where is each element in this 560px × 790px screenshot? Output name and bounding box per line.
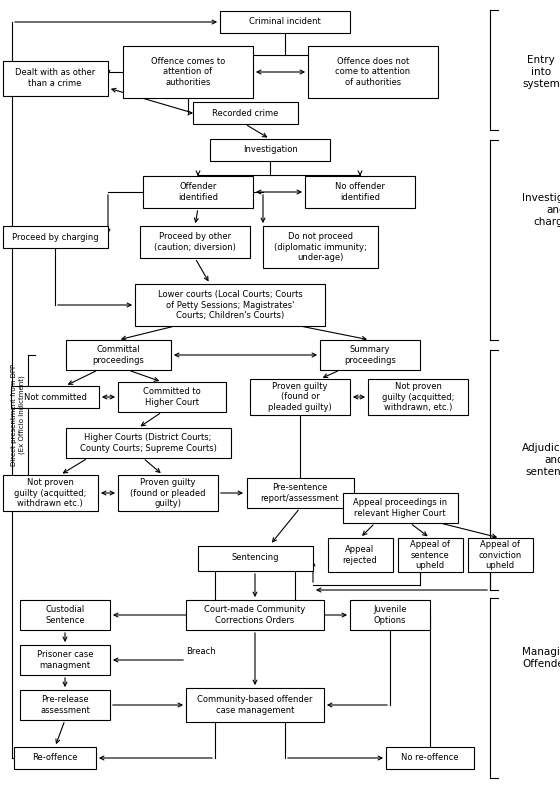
Text: Pre-sentence
report/assessment: Pre-sentence report/assessment xyxy=(261,483,339,502)
Bar xyxy=(350,600,430,630)
Bar xyxy=(186,688,324,722)
Text: Sentencing: Sentencing xyxy=(231,554,279,562)
Text: Offence does not
come to attention
of authorities: Offence does not come to attention of au… xyxy=(335,57,410,87)
Text: Not proven
guilty (acquitted;
withdrawn, etc.): Not proven guilty (acquitted; withdrawn,… xyxy=(382,382,454,412)
Text: Pre-release
assessment: Pre-release assessment xyxy=(40,695,90,715)
Bar xyxy=(14,747,96,769)
Text: Investigation
and
charging: Investigation and charging xyxy=(522,194,560,227)
Text: No offender
identified: No offender identified xyxy=(335,182,385,201)
Bar xyxy=(186,600,324,630)
Text: Managing
Offenders: Managing Offenders xyxy=(522,647,560,669)
Bar xyxy=(210,139,330,161)
Text: Proceed by other
(caution; diversion): Proceed by other (caution; diversion) xyxy=(154,232,236,252)
Bar xyxy=(468,538,533,572)
Text: Breach: Breach xyxy=(186,647,216,656)
Text: Committed to
Higher Court: Committed to Higher Court xyxy=(143,387,201,407)
Text: Offender
identified: Offender identified xyxy=(178,182,218,201)
Text: No re-offence: No re-offence xyxy=(402,754,459,762)
Bar xyxy=(11,386,99,408)
Bar xyxy=(386,747,474,769)
Bar xyxy=(220,11,350,33)
Text: Appeal of
sentence
upheld: Appeal of sentence upheld xyxy=(410,540,450,570)
Bar xyxy=(140,226,250,258)
Text: Re-offence: Re-offence xyxy=(32,754,78,762)
Text: Investigation: Investigation xyxy=(242,145,297,155)
Bar xyxy=(305,176,415,208)
Text: Juvenile
Options: Juvenile Options xyxy=(374,605,407,625)
Text: Appeal of
conviction
upheld: Appeal of conviction upheld xyxy=(478,540,521,570)
Text: Prisoner case
managment: Prisoner case managment xyxy=(37,650,94,670)
Bar xyxy=(123,46,253,98)
Text: Lower courts (Local Courts; Courts
of Petty Sessions; Magistrates'
Courts; Child: Lower courts (Local Courts; Courts of Pe… xyxy=(157,290,302,320)
Bar xyxy=(2,475,97,511)
Bar xyxy=(118,382,226,412)
Text: Summary
proceedings: Summary proceedings xyxy=(344,345,396,365)
Text: Community-based offender
case management: Community-based offender case management xyxy=(197,695,312,715)
Bar xyxy=(250,379,350,415)
Bar xyxy=(193,102,297,124)
Text: Adjudication
and
sentencing: Adjudication and sentencing xyxy=(522,443,560,476)
Text: Custodial
Sentence: Custodial Sentence xyxy=(45,605,85,625)
Bar xyxy=(198,546,312,570)
Text: Not proven
guilty (acquitted;
withdrawn etc.): Not proven guilty (acquitted; withdrawn … xyxy=(14,478,86,508)
Bar xyxy=(20,645,110,675)
Bar xyxy=(66,340,170,370)
Bar xyxy=(328,538,393,572)
Bar xyxy=(263,226,377,268)
Bar xyxy=(2,226,108,248)
Text: Dealt with as other
than a crime: Dealt with as other than a crime xyxy=(15,68,95,88)
Bar xyxy=(135,284,325,326)
Bar xyxy=(20,600,110,630)
Bar xyxy=(398,538,463,572)
Text: Criminal incident: Criminal incident xyxy=(249,17,321,27)
Text: Committal
proceedings: Committal proceedings xyxy=(92,345,144,365)
Text: Direct presentment from DPP
(Ex Officio Indictment): Direct presentment from DPP (Ex Officio … xyxy=(11,364,25,466)
Text: Higher Courts (District Courts;
County Courts; Supreme Courts): Higher Courts (District Courts; County C… xyxy=(80,433,216,453)
Bar xyxy=(343,493,458,523)
Bar xyxy=(320,340,420,370)
Text: Appeal proceedings in
relevant Higher Court: Appeal proceedings in relevant Higher Co… xyxy=(353,498,447,517)
Text: Proven guilty
(found or pleaded
guilty): Proven guilty (found or pleaded guilty) xyxy=(130,478,206,508)
Text: Recorded crime: Recorded crime xyxy=(212,108,278,118)
Text: Do not proceed
(diplomatic immunity;
under-age): Do not proceed (diplomatic immunity; und… xyxy=(274,232,366,262)
Text: Proceed by charging: Proceed by charging xyxy=(12,232,99,242)
Text: Appeal
rejected: Appeal rejected xyxy=(343,545,377,565)
Bar xyxy=(143,176,253,208)
Text: Offence comes to
attention of
authorities: Offence comes to attention of authoritie… xyxy=(151,57,225,87)
Text: Entry
into
system: Entry into system xyxy=(522,55,560,88)
Bar xyxy=(246,478,353,508)
Bar xyxy=(20,690,110,720)
Text: Not committed: Not committed xyxy=(24,393,86,401)
Bar xyxy=(118,475,218,511)
Bar xyxy=(368,379,468,415)
Bar xyxy=(2,61,108,96)
Bar xyxy=(308,46,438,98)
Text: Proven guilty
(found or
pleaded guilty): Proven guilty (found or pleaded guilty) xyxy=(268,382,332,412)
Bar xyxy=(66,428,231,458)
Text: Court-made Community
Corrections Orders: Court-made Community Corrections Orders xyxy=(204,605,306,625)
